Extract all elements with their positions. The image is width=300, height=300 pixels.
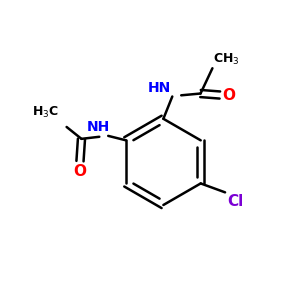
Text: CH$_3$: CH$_3$ — [213, 52, 240, 67]
Text: Cl: Cl — [227, 194, 244, 209]
Text: H$_3$C: H$_3$C — [32, 104, 59, 119]
Text: O: O — [74, 164, 86, 179]
Text: NH: NH — [86, 120, 110, 134]
Text: O: O — [222, 88, 235, 103]
Text: HN: HN — [148, 81, 171, 95]
